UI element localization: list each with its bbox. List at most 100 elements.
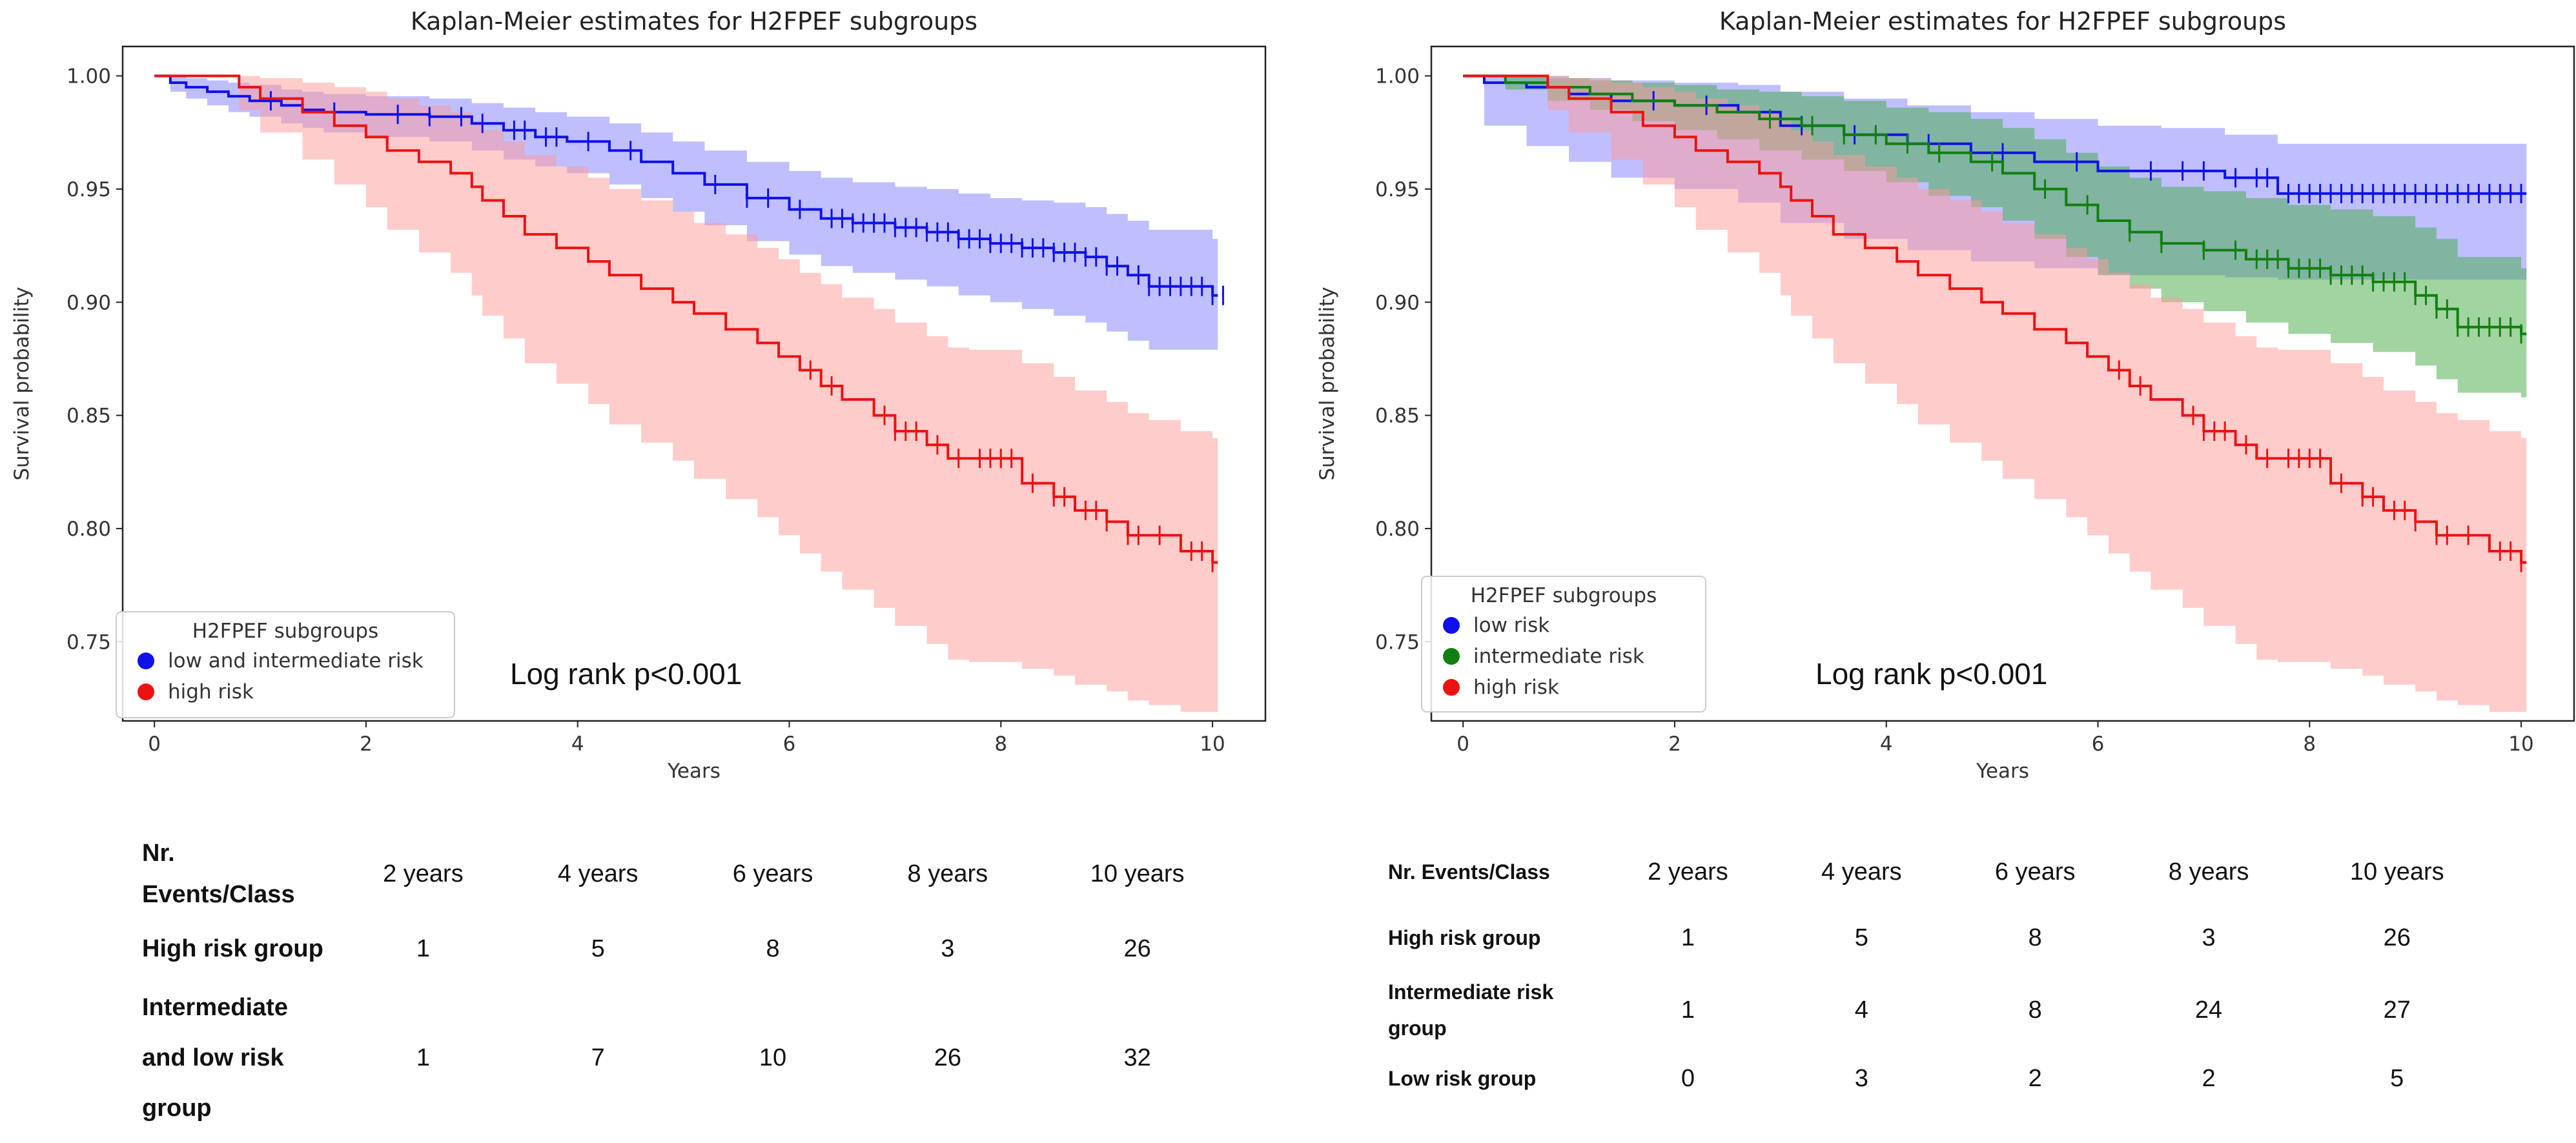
row-label: Intermediate risk group bbox=[1388, 974, 1601, 1046]
plot-frame bbox=[121, 45, 1267, 722]
col-header: 10 years bbox=[1090, 860, 1185, 887]
legend-label: low risk bbox=[1473, 614, 1549, 637]
header-line-1: Nr. bbox=[142, 840, 175, 867]
table-cell: 26 bbox=[1123, 935, 1151, 962]
x-tick-label: 4 bbox=[571, 733, 584, 756]
y-tick-label: 0.75 bbox=[66, 631, 111, 654]
table-cell: 2 bbox=[2028, 1064, 2042, 1092]
logrank-annotation: Log rank p<0.001 bbox=[510, 657, 742, 691]
table-cell: 26 bbox=[934, 1044, 961, 1071]
col-header: 6 years bbox=[1994, 858, 2076, 885]
y-tick-label: 1.00 bbox=[66, 65, 111, 88]
x-tick-label: 0 bbox=[148, 733, 161, 756]
table-cell: 24 bbox=[2194, 996, 2223, 1024]
km-chart-right: Kaplan-Meier estimates for H2FPEF subgro… bbox=[1316, 7, 2575, 783]
y-tick-label: 1.00 bbox=[1375, 65, 1420, 88]
legend-marker bbox=[1443, 617, 1460, 634]
col-header: 4 years bbox=[557, 860, 639, 887]
table-cell: 8 bbox=[766, 935, 780, 962]
km-chart-left: Kaplan-Meier estimates for H2FPEF subgro… bbox=[10, 7, 1267, 783]
legend-marker bbox=[138, 683, 154, 700]
table-cell: 4 bbox=[1854, 996, 1868, 1024]
y-tick-label: 0.95 bbox=[1375, 178, 1420, 201]
chart-title: Kaplan-Meier estimates for H2FPEF subgro… bbox=[411, 7, 977, 35]
x-tick-label: 8 bbox=[2303, 733, 2316, 756]
col-header: 8 years bbox=[907, 860, 988, 887]
confidence-band bbox=[154, 76, 1218, 350]
table-cell: 1 bbox=[1681, 996, 1695, 1024]
y-tick-label: 0.80 bbox=[1375, 518, 1420, 541]
table-cell: 3 bbox=[2202, 924, 2216, 951]
table-cell: 1 bbox=[416, 1044, 430, 1071]
table-cell: 26 bbox=[2383, 924, 2411, 951]
table-row: Intermediate and low risk group 1 7 10 2… bbox=[142, 982, 1240, 1133]
y-tick-label: 0.75 bbox=[1375, 631, 1420, 654]
col-header: 2 years bbox=[383, 860, 464, 887]
legend-marker bbox=[138, 652, 154, 669]
legend-marker bbox=[1443, 648, 1460, 665]
y-tick-label: 0.95 bbox=[66, 178, 111, 201]
table-cell: 3 bbox=[941, 935, 955, 962]
table-row: High risk group 1 5 8 3 26 bbox=[1388, 902, 2499, 974]
legend-label: intermediate risk bbox=[1473, 645, 1644, 668]
events-table-left: Nr. Events/Class 2 years 4 years 6 years… bbox=[142, 833, 1240, 1133]
x-tick-label: 2 bbox=[1668, 733, 1681, 756]
table-header-label: Nr. Events/Class bbox=[142, 833, 336, 915]
y-axis-label: Survival probability bbox=[10, 287, 34, 480]
y-tick-label: 0.85 bbox=[1375, 405, 1420, 428]
legend-box bbox=[1421, 576, 1706, 713]
x-tick-label: 6 bbox=[2092, 733, 2105, 756]
table-cell: 1 bbox=[416, 935, 430, 962]
row-label: Low risk group bbox=[1388, 1046, 1601, 1111]
y-tick-label: 0.85 bbox=[66, 405, 111, 428]
row-label: Intermediate and low risk group bbox=[142, 982, 336, 1133]
row-label-line: and low risk bbox=[142, 1044, 284, 1071]
x-tick-label: 2 bbox=[360, 733, 373, 756]
table-cell: 0 bbox=[1681, 1064, 1695, 1092]
col-header: 2 years bbox=[1648, 858, 1728, 885]
col-header: 4 years bbox=[1821, 858, 1902, 885]
table-header-row: Nr. Events/Class 2 years 4 years 6 years… bbox=[1388, 842, 2499, 902]
y-tick-label: 0.90 bbox=[66, 291, 111, 314]
confidence-band bbox=[1463, 76, 2527, 398]
x-tick-label: 0 bbox=[1457, 733, 1469, 756]
legend-label: high risk bbox=[1473, 676, 1559, 699]
table-cell: 10 bbox=[759, 1044, 787, 1071]
chart-title: Kaplan-Meier estimates for H2FPEF subgro… bbox=[1719, 7, 2286, 35]
table-row: High risk group 1 5 8 3 26 bbox=[142, 915, 1240, 982]
y-axis-label: Survival probability bbox=[1316, 287, 1339, 480]
row-label-line: Intermediate bbox=[142, 994, 288, 1021]
legend-label: high risk bbox=[168, 680, 254, 703]
row-label-line: group bbox=[1388, 1017, 1447, 1040]
table-row: Low risk group 0 3 2 2 5 bbox=[1388, 1046, 2499, 1111]
row-label-line: Low risk group bbox=[1388, 1067, 1537, 1090]
x-axis-label: Years bbox=[667, 760, 721, 783]
y-tick-label: 0.90 bbox=[1375, 291, 1420, 314]
row-label: High risk group bbox=[1388, 902, 1601, 974]
table-header-label: Nr. Events/Class bbox=[1388, 860, 1550, 884]
col-header: 6 years bbox=[732, 860, 813, 887]
table-cell: 27 bbox=[2383, 996, 2411, 1024]
table-cell: 5 bbox=[2390, 1064, 2404, 1092]
y-tick-label: 0.80 bbox=[66, 518, 111, 541]
logrank-annotation: Log rank p<0.001 bbox=[1815, 657, 2047, 691]
col-header: 8 years bbox=[2168, 858, 2249, 885]
legend-marker bbox=[1443, 679, 1460, 696]
table-cell: 8 bbox=[2028, 924, 2042, 951]
header-line-2: Events/Class bbox=[142, 881, 295, 908]
legend-box bbox=[116, 611, 455, 718]
x-tick-label: 8 bbox=[994, 733, 1007, 756]
confidence-band bbox=[154, 76, 1218, 713]
legend-label: low and intermediate risk bbox=[168, 649, 424, 673]
legend-title: H2FPEF subgroups bbox=[1471, 584, 1657, 607]
col-header: 10 years bbox=[2349, 858, 2444, 885]
x-tick-label: 6 bbox=[783, 733, 796, 756]
table-cell: 3 bbox=[1854, 1064, 1868, 1092]
row-label-line: Intermediate risk bbox=[1388, 980, 1554, 1004]
table-cell: 5 bbox=[591, 935, 605, 962]
events-table-right: Nr. Events/Class 2 years 4 years 6 years… bbox=[1388, 842, 2499, 1111]
row-label: High risk group bbox=[142, 915, 336, 982]
row-label-line: High risk group bbox=[1388, 926, 1541, 949]
row-label-line: group bbox=[142, 1095, 212, 1122]
